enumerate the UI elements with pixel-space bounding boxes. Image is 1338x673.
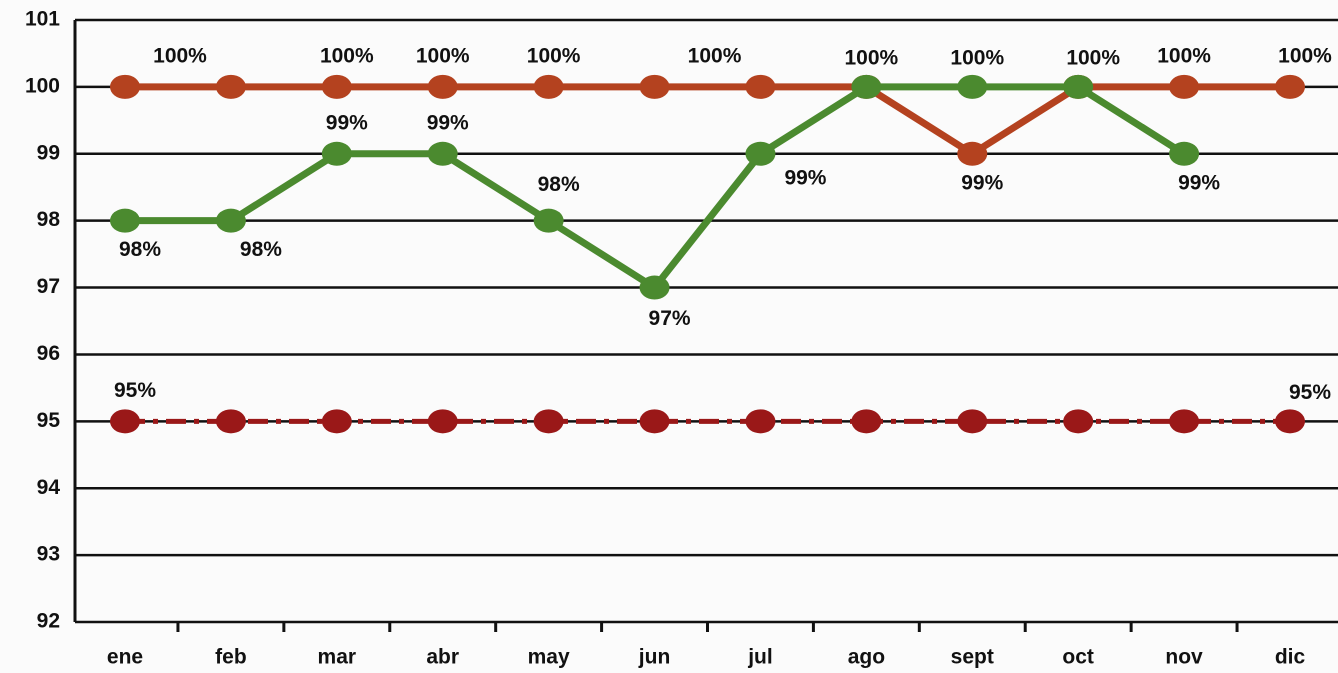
- point: [745, 409, 776, 434]
- x-tick-label: jun: [638, 646, 671, 669]
- x-tick-label: nov: [1165, 646, 1203, 669]
- point: [533, 208, 564, 233]
- point: [1063, 409, 1094, 434]
- value-label: 100%: [1157, 44, 1211, 67]
- value-label: 95%: [114, 379, 156, 402]
- value-label: 99%: [1178, 171, 1220, 194]
- y-tick-label: 101: [25, 8, 60, 31]
- x-tick-label: may: [528, 646, 570, 669]
- point: [215, 74, 246, 99]
- value-label: 99%: [427, 111, 469, 134]
- point: [321, 74, 352, 99]
- x-tick-label: oct: [1062, 646, 1094, 669]
- point: [957, 141, 988, 166]
- point: [639, 409, 670, 434]
- y-tick-label: 94: [37, 476, 61, 499]
- x-tick-label: sept: [951, 646, 994, 669]
- value-label: 98%: [240, 238, 282, 261]
- value-label: 100%: [1066, 46, 1120, 69]
- value-label: 98%: [119, 238, 161, 261]
- y-tick-label: 96: [37, 342, 60, 365]
- point: [110, 74, 140, 99]
- point: [745, 74, 776, 99]
- point: [533, 409, 564, 434]
- value-label: 100%: [153, 44, 207, 67]
- point: [1169, 409, 1200, 434]
- x-tick-label: mar: [318, 646, 357, 669]
- point: [1275, 409, 1305, 434]
- x-tick-label: jul: [747, 646, 773, 669]
- y-tick-label: 92: [37, 610, 60, 633]
- value-label: 100%: [688, 44, 742, 67]
- point: [427, 409, 458, 434]
- value-label: 100%: [416, 44, 470, 67]
- point: [1063, 74, 1094, 99]
- point: [745, 141, 776, 166]
- point: [533, 74, 564, 99]
- value-label: 100%: [950, 46, 1004, 69]
- x-tick-label: feb: [215, 646, 247, 669]
- point: [215, 409, 246, 434]
- series-line: [125, 83, 1290, 158]
- y-tick-label: 97: [37, 275, 60, 298]
- y-tick-label: 93: [37, 543, 60, 566]
- point: [851, 74, 882, 99]
- x-tick-label: abr: [426, 646, 459, 669]
- value-label: 100%: [845, 46, 899, 69]
- y-tick-label: 95: [37, 409, 61, 432]
- value-label: 100%: [527, 44, 581, 67]
- x-tick-label: ene: [107, 646, 143, 669]
- value-label: 95%: [1289, 381, 1331, 404]
- point: [1169, 141, 1200, 166]
- value-label: 100%: [320, 44, 374, 67]
- value-label: 98%: [538, 173, 580, 196]
- point: [957, 409, 988, 434]
- point: [427, 141, 458, 166]
- point: [1275, 74, 1305, 99]
- point: [1169, 74, 1200, 99]
- y-tick-label: 100: [25, 74, 60, 97]
- point: [215, 208, 246, 233]
- point: [957, 74, 988, 99]
- point: [851, 409, 882, 434]
- point: [321, 141, 352, 166]
- y-tick-label: 98: [37, 208, 61, 231]
- value-label: 99%: [326, 111, 368, 134]
- y-tick-label: 99: [37, 141, 60, 164]
- x-tick-label: dic: [1275, 646, 1306, 669]
- value-label: 99%: [961, 171, 1003, 194]
- point: [110, 208, 140, 233]
- x-tick-label: ago: [848, 646, 885, 669]
- value-label: 97%: [649, 307, 691, 330]
- value-label: 100%: [1278, 44, 1332, 67]
- point: [427, 74, 458, 99]
- point: [321, 409, 352, 434]
- point: [110, 409, 140, 434]
- value-label: 99%: [784, 166, 826, 189]
- point: [639, 275, 670, 300]
- point: [639, 74, 670, 99]
